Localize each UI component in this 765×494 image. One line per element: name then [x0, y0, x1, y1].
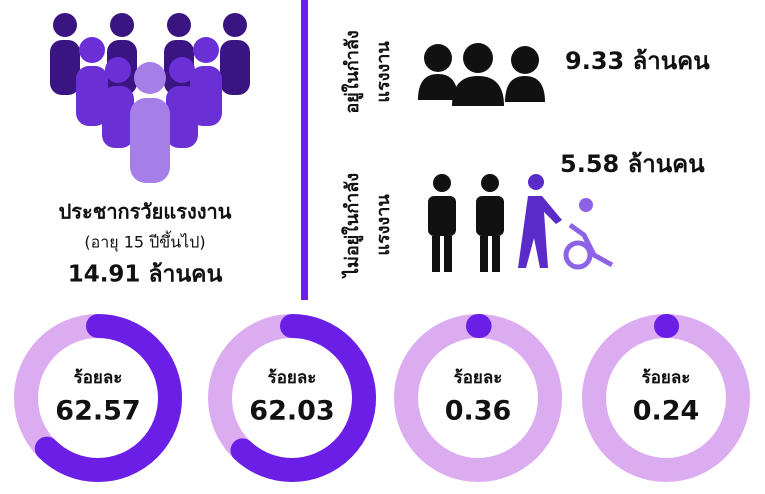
- donut-label: ร้อยละ: [642, 368, 691, 388]
- population-total: 14.91 ล้านคน: [68, 262, 223, 288]
- donut-label: ร้อยละ: [268, 368, 317, 388]
- in-labor-total: 9.33 ล้านคน: [565, 47, 710, 75]
- in-labor-label: อยู่ในกำลัง: [341, 30, 364, 113]
- donut-arc: [394, 314, 562, 482]
- donut-value: 0.36: [445, 396, 512, 427]
- in-labor-label: แรงงาน: [373, 41, 394, 103]
- not-in-labor-total: 5.58 ล้านคน: [560, 150, 705, 178]
- not-in-labor-label: ไม่อยู่ในกำลัง: [341, 173, 364, 279]
- non-workers-icon: [428, 174, 614, 272]
- donut-value: 62.57: [55, 396, 140, 427]
- divider: [301, 0, 308, 300]
- donut-arc: [582, 314, 750, 482]
- donuts: ร้อยละ 62.57 ร้อยละ 62.03 ร้อยละ 0.36 ร้อยละ 0.…: [14, 314, 750, 482]
- population-subtitle: (อายุ 15 ปีขึ้นไป): [84, 231, 205, 253]
- donut-value: 62.03: [249, 396, 334, 427]
- not-in-labor-label: แรงงาน: [373, 194, 394, 256]
- workers-icon: [418, 43, 545, 106]
- donut-arc: [14, 314, 182, 482]
- donut-label: ร้อยละ: [454, 368, 503, 388]
- population-title: ประชากรวัยแรงงาน: [59, 200, 232, 224]
- donut-arc: [208, 314, 376, 482]
- donut-value: 0.24: [633, 396, 700, 427]
- people-group-icon: [50, 13, 250, 183]
- donut-label: ร้อยละ: [74, 368, 123, 388]
